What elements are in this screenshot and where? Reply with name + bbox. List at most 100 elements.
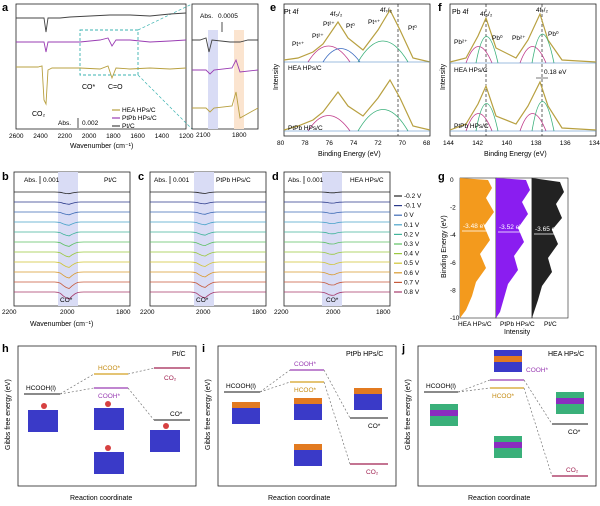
panel-f-svg: f Pb 4f Intensity Pb²⁺ 4f₅/₂ Pb⁰ Pb²⁺ 4f… <box>438 2 600 158</box>
legend-a-2: Pt/C <box>122 123 135 130</box>
e-xticks-4: 72 <box>374 140 382 147</box>
panel-c-spectra <box>150 191 266 299</box>
spectrum-pt <box>16 12 187 33</box>
panel-i-ylabel: Gibbs free energy (eV) <box>205 379 212 450</box>
panels-hij: h Gibbs free energy (eV) Pt/C HCOOH(l) H… <box>0 340 600 506</box>
legend-a-1: PtPb HPs/C <box>122 115 157 122</box>
panel-f-letter: f <box>438 2 442 14</box>
g-dband-2: -3.65 eV <box>535 226 560 233</box>
panel-h-letter: h <box>2 343 9 355</box>
a-xticks-6: 1400 <box>155 133 170 140</box>
g-dos-ptpb <box>496 178 530 318</box>
d-spectra-trace-4 <box>284 231 390 235</box>
panel-d-xtick-0: 2200 <box>274 309 289 316</box>
panel-e: e Pt 4f Intensity Pt⁴⁺ Pt²⁺ 4f₅/₂ Pt²⁺ P… <box>268 0 434 158</box>
f-top-comp <box>465 46 547 64</box>
potential-legend-item-9: 0.7 V <box>404 279 420 286</box>
inset-orange-band <box>234 30 244 129</box>
j-connectors <box>457 379 553 477</box>
panel-d-band <box>322 172 342 306</box>
panel-b-title: Pt/C <box>104 177 117 184</box>
i-hcoo-label: HCOO* <box>294 387 317 394</box>
e-xticks-3: 74 <box>350 140 358 147</box>
panel-a-svg: a CO₂ CO* C=O Abs. 0.002 HEA HPs/C PtPb … <box>2 2 259 150</box>
e-peak-7: Pt⁴⁺ <box>368 19 381 26</box>
e-xticks-0: 80 <box>277 140 285 147</box>
d-spectra-trace-2 <box>284 211 390 214</box>
d-spectra-trace-5 <box>284 241 390 245</box>
panel-b-band <box>58 172 78 306</box>
c-spectra-trace-10 <box>150 291 266 299</box>
panel-d-xtick-2: 1800 <box>376 309 391 316</box>
potential-legend-item-0: -0.2 V <box>404 193 422 200</box>
e-peak-6: Pt⁰ <box>408 24 417 32</box>
a-xticks-1: 2400 <box>33 133 48 140</box>
panel-a-letter: a <box>2 2 9 14</box>
g-sample-2: Pt/C <box>544 321 557 328</box>
panel-j-title: HEA HPs/C <box>548 351 584 358</box>
g-ytick-0: 0 <box>450 177 454 184</box>
b-spectra-trace-8 <box>14 271 130 279</box>
panel-c-title: PtPb HPs/C <box>216 177 251 184</box>
panel-d-letter: d <box>272 171 279 183</box>
potential-legend: -0.2 V -0.1 V 0 V 0.1 V 0.2 V 0.3 V 0.4 V 0.5 V… <box>394 193 422 296</box>
i-slab-2 <box>294 398 322 420</box>
e-xticks-1: 78 <box>301 140 309 147</box>
f-peak-1: 4f₅/₂ <box>480 11 493 18</box>
a-xticks-5: 1600 <box>130 133 145 140</box>
b-spectra-trace-2 <box>14 211 130 216</box>
j-co-label: CO* <box>568 429 581 436</box>
f-peak-0: Pb²⁺ <box>454 39 468 46</box>
b-spectra-trace-4 <box>14 231 130 237</box>
f-sample-bottom: PtPb HPs/C <box>454 123 489 130</box>
d-spectra-trace-3 <box>284 221 390 224</box>
scale-value-a: 0.002 <box>82 120 99 127</box>
f-bot-envelope <box>449 80 597 131</box>
panel-e-frame <box>283 3 431 137</box>
panel-g-xlabel: Intensity <box>504 329 531 336</box>
f-bot-comp-2 <box>475 101 555 132</box>
panel-f-xticks: 144 142 140 138 136 134 <box>443 140 600 147</box>
a-xticks-2: 2200 <box>58 133 73 140</box>
panel-j-xlabel: Reaction coordinate <box>468 495 530 502</box>
panel-d-xtick-1: 2000 <box>326 309 341 316</box>
panel-c-co: CO* <box>196 297 209 304</box>
c-spectra-trace-9 <box>150 281 266 288</box>
panel-b-letter: b <box>2 171 9 183</box>
panel-h-ylabel: Gibbs free energy (eV) <box>5 379 12 450</box>
g-dband-0: -3.48 eV <box>463 223 488 230</box>
h-cooh-label: COOH* <box>98 393 121 400</box>
panel-c-xtick-1: 2000 <box>196 309 211 316</box>
potential-legend-item-7: 0.5 V <box>404 260 420 267</box>
panels-bcd-svg: b Abs. 0.001 Pt/C CO* 2200 2000 1800 Wav… <box>2 171 422 328</box>
e-peak-2: 4f₅/₂ <box>330 11 343 18</box>
a-xticks-0: 2600 <box>9 133 24 140</box>
panel-c-xtick-2: 1800 <box>252 309 267 316</box>
panel-a-zoom-box <box>79 29 139 76</box>
panel-e-svg: e Pt 4f Intensity Pt⁴⁺ Pt²⁺ 4f₅/₂ Pt²⁺ P… <box>270 2 431 158</box>
panel-d-scale-value: 0.001 <box>307 177 324 184</box>
g-dos-hea <box>460 178 494 318</box>
panel-c-band <box>194 172 214 306</box>
zoom-line-top <box>137 3 193 31</box>
zoom-line-bottom <box>137 74 193 130</box>
f-xticks-2: 140 <box>501 140 512 147</box>
c-spectra-trace-2 <box>150 211 266 215</box>
g-ytick-5: -10 <box>450 315 460 322</box>
b-spectra-trace-6 <box>14 251 130 258</box>
d-spectra-trace-6 <box>284 251 390 255</box>
e-top-comp-3 <box>322 48 361 63</box>
panel-g-svg: g Binding Energy (eV) 0 -2 -4 -6 -8 -10 -3.48… <box>438 171 569 336</box>
c-spectra-trace-4 <box>150 231 266 236</box>
a-xticks-4: 1800 <box>106 133 121 140</box>
h-slab-2 <box>94 401 124 430</box>
b-spectra-trace-3 <box>14 221 130 226</box>
a-xticks-3: 2000 <box>82 133 97 140</box>
g-dband-1: -3.52 eV <box>499 224 524 231</box>
panel-i-xlabel: Reaction coordinate <box>268 495 330 502</box>
j-slab-3 <box>494 436 522 458</box>
e-top-comp-2 <box>357 40 409 63</box>
j-co2-label: CO₂ <box>566 467 579 474</box>
panels-bcd: b Abs. 0.001 Pt/C CO* 2200 2000 1800 Wav… <box>0 168 432 330</box>
j-slab-4 <box>556 392 584 414</box>
